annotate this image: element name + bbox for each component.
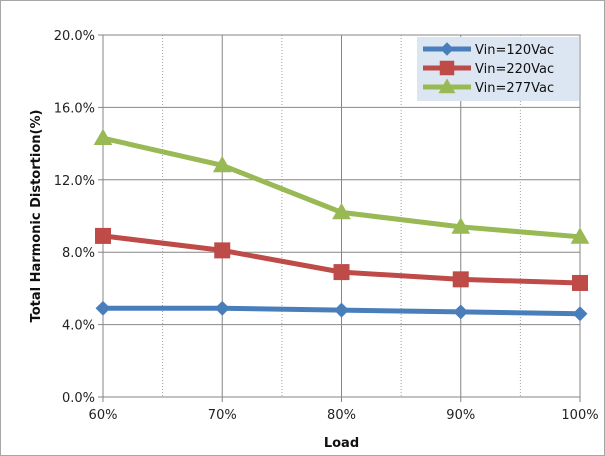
legend-item: Vin=120Vac — [423, 42, 554, 58]
legend-label: Vin=120Vac — [475, 43, 554, 58]
x-axis-ticks: 60% 70% 80% 90% 100% — [89, 397, 599, 423]
x-axis-title: Load — [324, 436, 359, 451]
series-1 — [95, 300, 588, 322]
y-tick-label: 20.0% — [54, 29, 95, 44]
x-tick-label: 70% — [208, 408, 237, 423]
data-point — [93, 128, 113, 146]
data-point — [452, 271, 469, 288]
legend-item: Vin=220Vac — [423, 60, 554, 77]
data-point — [214, 242, 231, 259]
y-tick-label: 4.0% — [62, 319, 95, 334]
y-tick-label: 8.0% — [62, 246, 95, 261]
data-point — [333, 264, 350, 281]
legend-item: Vin=277Vac — [423, 78, 554, 96]
data-point — [212, 155, 232, 173]
series-3 — [93, 128, 590, 244]
x-tick-label: 60% — [89, 408, 118, 423]
data-point — [95, 300, 111, 316]
legend-marker — [440, 42, 454, 56]
x-tick-label: 100% — [561, 408, 598, 423]
legend: Vin=120Vac Vin=220Vac Vin=277Vac — [417, 37, 579, 101]
x-tick-label: 90% — [446, 408, 475, 423]
legend-marker — [438, 78, 456, 94]
data-point — [451, 217, 471, 234]
legend-label: Vin=220Vac — [475, 62, 554, 77]
data-point — [214, 300, 230, 316]
series-2 — [95, 227, 588, 291]
y-axis-ticks: 0.0% 4.0% 8.0% 12.0% 16.0% 20.0% — [54, 29, 103, 406]
data-point — [453, 304, 469, 320]
y-axis-title: Total Harmonic Distortion(%) — [29, 110, 44, 323]
data-point — [334, 302, 349, 318]
x-tick-label: 80% — [327, 408, 356, 423]
legend-label: Vin=277Vac — [475, 81, 554, 96]
data-point — [332, 202, 351, 220]
data-point — [572, 306, 588, 322]
y-tick-label: 12.0% — [54, 174, 95, 189]
data-point — [95, 227, 111, 244]
data-point — [570, 227, 590, 244]
y-tick-label: 0.0% — [62, 391, 95, 406]
series-group — [93, 128, 590, 322]
y-tick-label: 16.0% — [54, 101, 95, 116]
data-point — [572, 274, 588, 291]
legend-marker — [439, 60, 455, 76]
